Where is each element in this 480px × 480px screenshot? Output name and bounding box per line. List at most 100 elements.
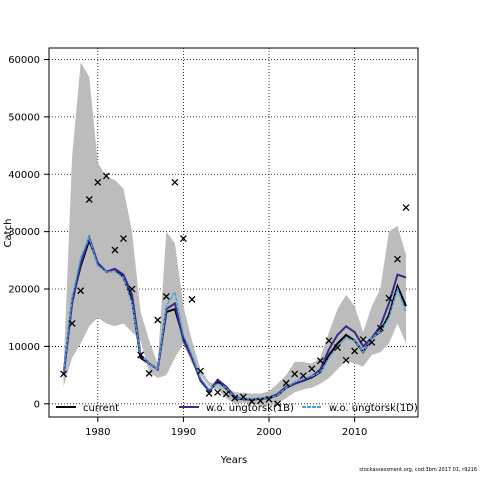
marker-stroke xyxy=(137,351,145,359)
observation-marker xyxy=(85,196,93,203)
marker-stroke xyxy=(171,178,179,186)
marker-stroke xyxy=(368,338,376,346)
marker-stroke xyxy=(308,365,316,373)
observation-marker xyxy=(154,316,162,324)
y-axis: 0 10000 20000 30000 40000 50000 60000 xyxy=(8,55,49,410)
marker-stroke xyxy=(77,287,85,295)
marker-stroke xyxy=(282,379,290,387)
observation-marker xyxy=(102,172,110,180)
plot-frame xyxy=(48,47,419,418)
y-axis-title: Catch xyxy=(3,219,14,248)
marker-stroke xyxy=(248,398,256,405)
marker-stroke xyxy=(359,336,367,343)
observation-marker xyxy=(282,379,290,387)
legend-label: w.o. ungtorsk(1D) xyxy=(329,403,418,414)
marker-stroke xyxy=(179,235,187,242)
observation-marker xyxy=(291,370,299,378)
x-tick-label: 2010 xyxy=(342,427,367,438)
marker-stroke xyxy=(385,294,393,302)
y-tick-label: 20000 xyxy=(8,285,40,296)
observation-marker xyxy=(137,351,145,359)
observation-marker xyxy=(77,287,85,295)
marker-stroke xyxy=(291,370,299,378)
observation-marker xyxy=(257,397,264,405)
marker-stroke xyxy=(188,295,196,303)
observation-marker xyxy=(60,370,68,378)
marker-stroke xyxy=(325,337,333,345)
observation-marker xyxy=(334,344,341,352)
marker-stroke xyxy=(85,196,93,203)
observation-marker xyxy=(188,295,196,303)
observation-marker xyxy=(214,388,222,396)
marker-stroke xyxy=(120,235,127,242)
marker-stroke xyxy=(299,372,307,380)
marker-stroke xyxy=(351,347,359,355)
observation-marker xyxy=(402,204,410,211)
marker-stroke xyxy=(154,316,162,324)
marker-stroke xyxy=(402,204,410,211)
y-tick-label: 10000 xyxy=(8,342,40,353)
confidence-band xyxy=(63,62,406,406)
observation-markers xyxy=(60,172,410,408)
observation-marker xyxy=(351,347,359,355)
legend-label: w.o. ungtorsk(1B) xyxy=(206,403,294,414)
observation-marker xyxy=(179,235,187,242)
observation-marker xyxy=(325,337,333,345)
footer-credit: stockassessment.org, cod.3bm 2017 01, r9… xyxy=(359,467,477,473)
y-tick-label: 0 xyxy=(34,399,40,410)
x-tick-label: 2000 xyxy=(256,427,281,438)
marker-stroke xyxy=(94,178,102,186)
x-tick-label: 1980 xyxy=(85,427,110,438)
marker-stroke xyxy=(265,395,273,403)
marker-stroke xyxy=(205,390,213,397)
marker-stroke xyxy=(231,394,239,402)
marker-stroke xyxy=(128,285,136,293)
marker-stroke xyxy=(342,356,350,364)
x-axis: 1980 1990 2000 2010 xyxy=(85,417,367,438)
observation-marker xyxy=(239,393,247,401)
observation-marker xyxy=(197,367,204,375)
observation-marker xyxy=(359,336,367,343)
observation-marker xyxy=(171,178,179,186)
marker-stroke xyxy=(316,357,324,365)
observation-marker xyxy=(205,390,213,397)
series-line xyxy=(62,234,407,401)
marker-stroke xyxy=(162,293,170,300)
y-tick-label: 60000 xyxy=(8,55,40,66)
marker-stroke xyxy=(214,388,222,396)
y-tick-label: 50000 xyxy=(8,112,40,123)
observation-marker xyxy=(308,365,316,373)
observation-marker xyxy=(393,255,401,263)
marker-stroke xyxy=(376,324,384,332)
marker-stroke xyxy=(393,255,401,263)
observation-marker xyxy=(128,285,136,293)
marker-stroke xyxy=(257,397,264,405)
observation-marker xyxy=(111,246,119,254)
marker-stroke xyxy=(274,400,282,408)
observation-marker xyxy=(274,400,282,408)
observation-marker xyxy=(299,372,307,380)
y-tick-label: 40000 xyxy=(8,170,40,181)
marker-stroke xyxy=(102,172,110,180)
marker-stroke xyxy=(60,370,68,378)
marker-stroke xyxy=(111,246,119,254)
legend: current w.o. ungtorsk(1B) w.o. ungtorsk(1D… xyxy=(56,403,418,414)
observation-marker xyxy=(368,338,376,346)
observation-marker xyxy=(248,398,256,405)
observation-marker xyxy=(231,394,239,402)
marker-stroke xyxy=(334,344,341,352)
observation-marker xyxy=(162,293,170,300)
observation-marker xyxy=(222,390,230,398)
marker-stroke xyxy=(145,369,153,377)
marker-stroke xyxy=(222,390,230,398)
legend-label: current xyxy=(83,403,119,414)
observation-marker xyxy=(316,357,324,365)
observation-marker xyxy=(94,178,102,186)
x-axis-title: Years xyxy=(220,455,247,466)
marker-stroke xyxy=(68,319,76,327)
observation-marker xyxy=(376,324,384,332)
y-tick-label: 30000 xyxy=(8,227,40,238)
observation-marker xyxy=(385,294,393,302)
observation-marker xyxy=(265,395,273,403)
